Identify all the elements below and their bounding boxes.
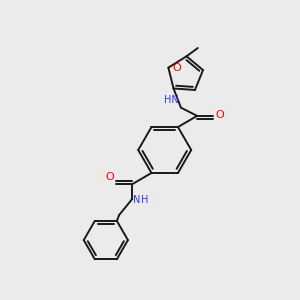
Text: HN: HN	[164, 95, 179, 105]
Text: O: O	[105, 172, 114, 182]
Text: H: H	[141, 195, 148, 205]
Text: O: O	[172, 63, 181, 73]
Text: N: N	[133, 195, 140, 205]
Text: O: O	[215, 110, 224, 120]
